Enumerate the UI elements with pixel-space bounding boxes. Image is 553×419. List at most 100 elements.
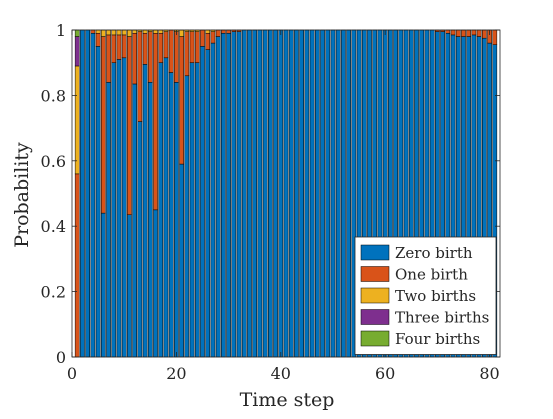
bar-segment-2-t21 xyxy=(179,36,184,165)
y-tick-label: 0 xyxy=(56,348,66,367)
bar-segment-2-t28 xyxy=(215,29,221,37)
bar-segment-1-t16 xyxy=(153,209,158,358)
legend: Zero birth One birth Two births Three birth… xyxy=(354,236,497,355)
y-tick-label: 0.6 xyxy=(41,152,66,171)
bar-segment-1-t8 xyxy=(111,62,117,358)
x-tick-label: 0 xyxy=(67,364,77,383)
bar-segment-2-t6 xyxy=(100,36,106,214)
bar-segment-1-t26 xyxy=(205,49,211,358)
bar-segment-1-t47 xyxy=(314,29,320,358)
x-tick-label: 60 xyxy=(375,364,395,383)
bar-segment-2-t25 xyxy=(200,29,205,47)
bar-segment-3-t9 xyxy=(116,29,122,36)
bar-segment-1-t52 xyxy=(341,29,346,358)
bar-segment-3-t21 xyxy=(179,29,184,37)
bar-segment-1-t29 xyxy=(221,33,226,358)
bar-segment-1-t51 xyxy=(335,29,341,358)
bar-segment-3-t12 xyxy=(132,29,137,34)
bar-segment-1-t43 xyxy=(294,29,299,358)
bar-segment-1-t31 xyxy=(231,31,237,358)
bar-segment-1-t41 xyxy=(283,29,289,358)
bar-segment-2-t76 xyxy=(466,29,472,37)
bar-segment-2-t18 xyxy=(163,31,169,59)
bar-segment-1-t25 xyxy=(200,46,205,358)
bar-segment-1-t35 xyxy=(252,29,258,358)
bar-segment-3-t17 xyxy=(158,29,164,34)
legend-label-4: Three births xyxy=(395,309,489,327)
bar-segment-2-t10 xyxy=(121,34,127,59)
bar-segment-2-t8 xyxy=(111,34,117,63)
bar-segment-3-t5 xyxy=(95,29,101,34)
bar-segment-1-t50 xyxy=(330,29,336,358)
bar-segment-2-t7 xyxy=(106,34,111,83)
bar-segment-1-t19 xyxy=(168,72,174,358)
bar-segment-1-t17 xyxy=(158,62,164,358)
bar-segment-1-t33 xyxy=(241,29,247,358)
legend-swatch-4 xyxy=(360,309,390,325)
bar-segment-1-t37 xyxy=(262,29,268,358)
bar-segment-1-t9 xyxy=(116,59,122,358)
bar-segment-1-t49 xyxy=(325,29,331,358)
bar-segment-2-t73 xyxy=(450,29,456,36)
legend-swatch-5 xyxy=(360,330,390,347)
bar-segment-2-t81 xyxy=(492,29,498,45)
legend-label-2: One birth xyxy=(395,266,468,284)
bar-segment-1-t5 xyxy=(95,46,101,358)
bar-segment-3-t26 xyxy=(205,29,211,34)
x-tick-label: 20 xyxy=(166,364,186,383)
bar-segment-1-t27 xyxy=(210,42,216,358)
bar-segment-1-t45 xyxy=(304,29,310,358)
bar-segment-2-t14 xyxy=(142,33,148,65)
legend-label-3: Two births xyxy=(395,287,476,305)
bar-segment-2-t26 xyxy=(205,33,211,50)
bar-segment-3-t1 xyxy=(74,65,80,175)
bar-segment-1-t22 xyxy=(184,75,190,358)
bar-segment-1-t46 xyxy=(309,29,315,358)
bar-segment-1-t48 xyxy=(320,29,325,358)
bar-segment-2-t4 xyxy=(90,29,96,34)
bar-segment-1-t36 xyxy=(257,29,263,358)
bar-segment-1-t6 xyxy=(100,212,106,358)
bar-segment-1-t20 xyxy=(174,82,179,358)
bar-segment-4-t1 xyxy=(74,36,80,67)
bar-segment-1-t44 xyxy=(299,29,305,358)
legend-label-5: Four births xyxy=(395,330,480,348)
bar-segment-2-t17 xyxy=(158,33,164,63)
bar-segment-3-t16 xyxy=(153,29,158,34)
bar-segment-1-t10 xyxy=(121,57,127,358)
bar-segment-1-t23 xyxy=(189,62,195,358)
bar-segment-1-t18 xyxy=(163,57,169,358)
y-axis-label: Probability xyxy=(11,142,33,248)
bar-segment-1-t7 xyxy=(106,82,111,358)
bar-segment-2-t27 xyxy=(210,31,216,44)
x-tick-label: 40 xyxy=(271,364,291,383)
bar-segment-2-t12 xyxy=(132,33,137,85)
bar-segment-2-t78 xyxy=(476,29,482,37)
bar-segment-3-t10 xyxy=(121,29,127,36)
bar-segment-1-t2 xyxy=(80,29,85,358)
bar-segment-2-t11 xyxy=(127,36,132,216)
y-tick-label: 0.4 xyxy=(41,217,66,236)
bar-segment-3-t6 xyxy=(100,29,106,37)
bar-segment-2-t29 xyxy=(221,29,226,34)
bar-segment-1-t15 xyxy=(147,82,153,358)
bar-segment-1-t40 xyxy=(278,29,284,358)
bar-segment-1-t38 xyxy=(268,29,273,358)
x-tick-label: 80 xyxy=(479,364,499,383)
bar-segment-2-t23 xyxy=(189,31,195,63)
bar-segment-1-t28 xyxy=(215,36,221,358)
bar-segment-2-t75 xyxy=(461,29,466,37)
axes-layer: 0 20 40 60 80 0 0.2 0.4 0.6 0.8 1 xyxy=(41,21,501,383)
bar-segment-2-t72 xyxy=(445,29,451,34)
bar-segment-1-t39 xyxy=(273,29,278,358)
bar-segment-1-t11 xyxy=(127,214,132,358)
legend-swatch-1 xyxy=(360,244,390,261)
bar-segment-1-t42 xyxy=(288,29,294,358)
legend-swatch-2 xyxy=(360,266,390,282)
bar-segment-1-t12 xyxy=(132,83,137,358)
bar-segment-2-t20 xyxy=(174,31,179,83)
bar-segment-5-t1 xyxy=(74,29,80,37)
bar-segment-2-t22 xyxy=(184,31,190,77)
bar-segment-2-t19 xyxy=(168,29,174,73)
